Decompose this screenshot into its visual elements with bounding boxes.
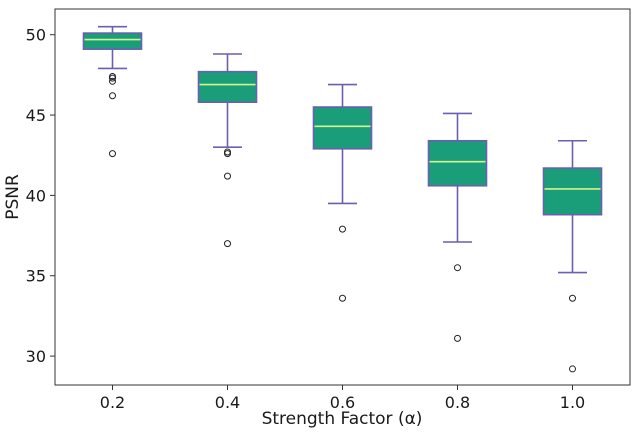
x-tick-label: 0.2 (100, 393, 125, 412)
outlier-point (224, 240, 231, 248)
box-group (542, 139, 603, 373)
box-group (312, 83, 373, 302)
box-iqr (427, 139, 488, 187)
x-tick-label: 1.0 (560, 393, 585, 412)
y-tick-label: 50 (26, 26, 46, 45)
outlier-point (454, 264, 461, 272)
y-axis: 30 35 40 45 50 (26, 26, 55, 366)
box-iqr (312, 106, 373, 150)
outlier-point (339, 294, 346, 302)
y-tick-label: 30 (26, 347, 46, 366)
outlier-point (569, 365, 576, 373)
x-axis-title: Strength Factor (α) (262, 409, 423, 429)
box-group (197, 53, 258, 248)
outlier-point (109, 92, 116, 100)
box-group (82, 25, 143, 158)
x-tick-label: 0.8 (445, 393, 470, 412)
x-tick-label: 0.4 (215, 393, 240, 412)
plot-content (82, 25, 603, 373)
outlier-point (224, 172, 231, 180)
outlier-point (339, 225, 346, 233)
box-iqr (197, 70, 258, 103)
outlier-point (454, 334, 461, 342)
y-axis-title: PSNR (3, 174, 23, 220)
outlier-point (109, 77, 116, 85)
box-iqr (542, 167, 603, 216)
x-axis: 0.2 0.4 0.6 0.8 1.0 (100, 385, 585, 412)
y-tick-label: 35 (26, 267, 46, 286)
y-tick-label: 45 (26, 106, 46, 125)
outlier-point (224, 150, 231, 158)
y-tick-label: 40 (26, 186, 46, 205)
box-group (427, 112, 488, 342)
outlier-point (569, 294, 576, 302)
outlier-point (109, 150, 116, 158)
box-iqr (82, 32, 143, 50)
outlier-point (109, 74, 116, 82)
x-tick-label: 0.6 (330, 393, 355, 412)
